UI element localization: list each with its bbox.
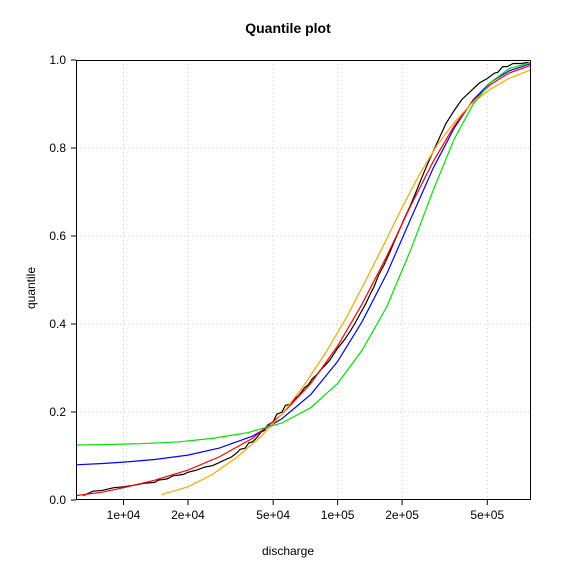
x-tick-label: 2e+05 [385,508,419,522]
y-tick-label: 0.2 [36,405,66,419]
y-tick-label: 1.0 [36,53,66,67]
x-tick-label: 5e+05 [470,508,504,522]
y-axis-label: quantile [24,267,38,309]
x-tick-label: 5e+04 [256,508,290,522]
x-tick-label: 1e+04 [107,508,141,522]
y-tick-label: 0.4 [36,317,66,331]
y-tick-label: 0.8 [36,141,66,155]
y-tick-label: 0.6 [36,229,66,243]
chart-title: Quantile plot [0,20,576,36]
x-tick-label: 2e+04 [171,508,205,522]
y-tick-label: 0.0 [36,493,66,507]
plot-area [76,60,531,500]
x-axis-label: discharge [0,544,576,558]
chart-container: Quantile plot quantile discharge 0.0 0.2 0… [0,0,576,576]
x-tick-label: 1e+05 [321,508,355,522]
